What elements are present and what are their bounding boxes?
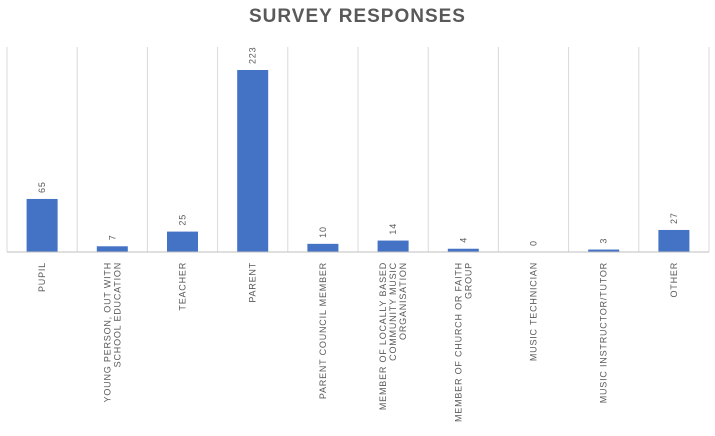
data-label: 4 <box>458 237 468 243</box>
category-tick-labels: PUPIL YOUNG PERSON, OUT WITHSCHOOL EDUCAT… <box>37 262 679 422</box>
data-label: 27 <box>669 212 679 224</box>
category-tick-label-line: GROUP <box>463 262 473 299</box>
bar <box>26 198 58 252</box>
data-label: 7 <box>107 234 117 240</box>
category-tick-label: PUPIL <box>37 262 47 292</box>
category-tick-label-line: SCHOOL EDUCATION <box>112 262 122 367</box>
data-label: 65 <box>37 181 47 193</box>
category-tick-label: MUSIC TECHNICIAN <box>529 262 539 361</box>
category-tick-label-line: MUSIC INSTRUCTOR/TUTOR <box>599 262 609 403</box>
bar <box>237 70 269 252</box>
category-tick-label: MEMBER OF LOCALLY BASEDCOMMUNITY MUSICOR… <box>378 262 408 410</box>
category-tick-label-line: PUPIL <box>37 262 47 292</box>
data-label: 0 <box>529 240 539 246</box>
category-tick-label-line: PARENT COUNCIL MEMBER <box>318 262 328 399</box>
category-separators <box>6 47 710 252</box>
category-tick-label: TEACHER <box>178 262 188 311</box>
data-label: 10 <box>318 226 328 238</box>
bar <box>307 243 339 252</box>
category-tick-label: PARENT COUNCIL MEMBER <box>318 262 328 399</box>
category-tick-label-line: MEMBER OF CHURCH OR FAITH <box>453 262 463 422</box>
category-tick-label-line: COMMUNITY MUSIC <box>388 262 398 361</box>
category-tick-label-line: TEACHER <box>178 262 188 311</box>
category-tick-label: YOUNG PERSON, OUT WITHSCHOOL EDUCATION <box>102 262 122 402</box>
category-tick-label: MEMBER OF CHURCH OR FAITHGROUP <box>453 262 473 422</box>
bar <box>588 249 620 252</box>
category-tick-label-line: OTHER <box>669 262 679 298</box>
bar <box>447 248 479 252</box>
bar <box>658 229 690 252</box>
bar <box>96 246 128 252</box>
bar <box>377 240 409 252</box>
chart-title: SURVEY RESPONSES <box>249 6 466 27</box>
category-tick-label-line: ORGANISATION <box>398 262 408 340</box>
data-label: 3 <box>599 238 609 244</box>
category-tick-label-line: MEMBER OF LOCALLY BASED <box>378 262 388 410</box>
data-label: 25 <box>178 214 188 226</box>
category-tick-label-line: PARENT <box>248 262 258 303</box>
category-tick-label: PARENT <box>248 262 258 303</box>
bar <box>167 231 198 252</box>
data-label: 223 <box>248 47 258 64</box>
bars <box>26 70 690 252</box>
category-tick-label-line: MUSIC TECHNICIAN <box>529 262 539 361</box>
data-label: 14 <box>388 223 398 235</box>
category-tick-label: OTHER <box>669 262 679 298</box>
category-tick-label: MUSIC INSTRUCTOR/TUTOR <box>599 262 609 403</box>
data-labels: 65 7 25 223 10 14 4 0 3 27 <box>37 47 679 246</box>
category-tick-label-line: YOUNG PERSON, OUT WITH <box>102 262 112 402</box>
